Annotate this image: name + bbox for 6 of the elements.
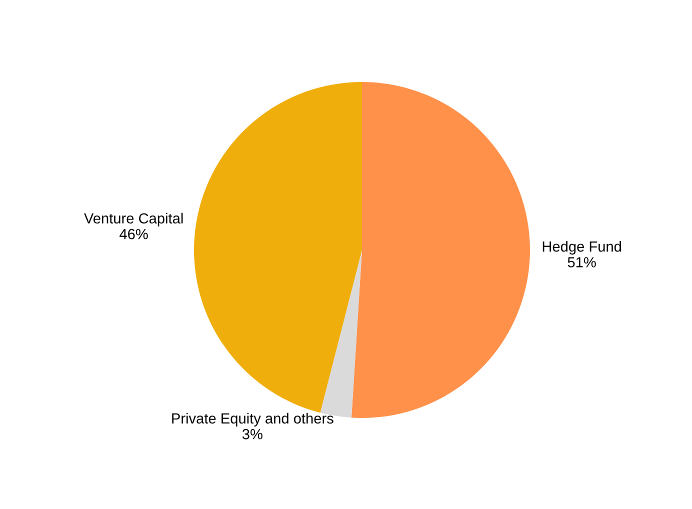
data-label: 46% bbox=[120, 228, 148, 240]
slice-label: Private Equity and others bbox=[172, 412, 334, 426]
slice-label: Venture Capital bbox=[84, 212, 183, 226]
slice-label: Hedge Fund bbox=[542, 240, 621, 255]
data-label: 51% bbox=[568, 257, 596, 268]
data-label: 3% bbox=[242, 428, 262, 440]
